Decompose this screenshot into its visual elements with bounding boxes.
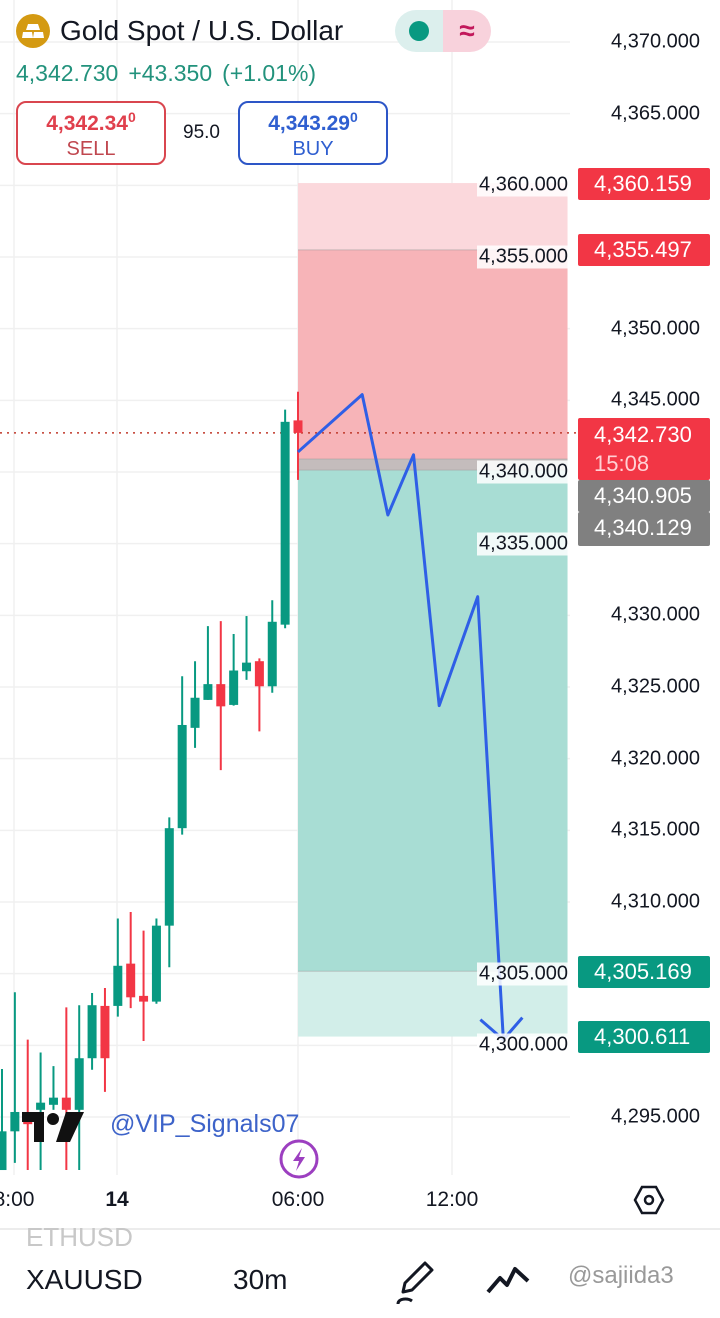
price-tag-target-2: 4,300.611 (578, 1021, 710, 1053)
candle-up (229, 670, 239, 705)
candle-up (242, 662, 252, 672)
time-label: 12:00 (425, 1188, 479, 1211)
candle-down (139, 995, 149, 1002)
price-axis-label: 4,310.000 (611, 890, 700, 913)
projection-arrow (297, 393, 505, 1040)
wave-icon[interactable]: ≈ (443, 10, 491, 52)
candle-up (203, 684, 213, 700)
symbol-header[interactable]: Gold Spot / U.S. Dollar (16, 14, 343, 48)
buy-price: 4,343.29 (268, 112, 350, 135)
dot-icon[interactable] (395, 10, 443, 52)
candle-up (74, 1058, 84, 1110)
watermark-handle: @VIP_Signals07 (110, 1110, 300, 1138)
price-chart[interactable] (0, 0, 720, 1180)
price-axis-label: 4,355.000 (477, 245, 570, 269)
price-axis-label: 4,335.000 (477, 532, 570, 556)
indicators-icon[interactable] (485, 1262, 531, 1298)
price-axis-label: 4,295.000 (611, 1105, 700, 1128)
price-tag-current: 4,342.730 15:08 (578, 418, 710, 480)
candle-up (280, 421, 290, 625)
candle-up (151, 925, 161, 1002)
price-change: +43.350 (128, 60, 213, 86)
pencil-draw-icon[interactable] (395, 1260, 437, 1306)
spread: 95.0 (183, 122, 220, 143)
tradingview-logo-icon (22, 1112, 84, 1142)
time-label-day: 14 (105, 1188, 129, 1211)
position-risk-zone (298, 249, 568, 460)
interval-selector[interactable]: 30m (233, 1264, 288, 1295)
price-axis-label: 4,365.000 (611, 102, 700, 125)
settings-hexagon-icon[interactable] (633, 1184, 665, 1216)
price-axis-label: 4,300.000 (477, 1033, 570, 1057)
price-axis-label: 4,360.000 (477, 173, 570, 197)
bar-countdown: 15:08 (594, 451, 650, 476)
candle-up (190, 697, 200, 728)
buy-price-sup: 0 (349, 109, 358, 125)
candle-up (87, 1005, 97, 1059)
credit-watermark: @sajiida3 (568, 1262, 674, 1289)
price-axis-label: 4,320.000 (611, 747, 700, 770)
candle-down (126, 963, 136, 998)
gold-bars-icon (16, 14, 50, 48)
price-tag-stop: 4,355.497 (578, 234, 710, 266)
price-tag-tp-upper: 4,360.159 (578, 168, 710, 200)
price-axis-label: 4,370.000 (611, 30, 700, 53)
previous-symbol[interactable]: ETHUSD (26, 1222, 133, 1252)
buy-button[interactable]: 4,343.290 BUY (238, 101, 388, 165)
chart-mode-toggle[interactable]: ≈ (395, 10, 491, 52)
sell-price: 4,342.34 (46, 112, 128, 135)
price-axis-label: 4,325.000 (611, 675, 700, 698)
price-tag-target-1: 4,305.169 (578, 956, 710, 988)
candle-up (10, 1111, 20, 1132)
symbol-selector[interactable]: XAUUSD (26, 1264, 143, 1295)
sell-price-sup: 0 (127, 109, 136, 125)
price-axis-label: 4,315.000 (611, 818, 700, 841)
candle-up (164, 828, 174, 926)
price-axis-label: 4,345.000 (611, 388, 700, 411)
candle-down (61, 1097, 71, 1110)
current-price: 4,342.730 (594, 422, 692, 447)
price-axis-label: 4,350.000 (611, 317, 700, 340)
divider (0, 1228, 720, 1230)
sell-label: SELL (66, 138, 116, 160)
time-label: 8:00 (0, 1188, 35, 1211)
price-tag-entry-a: 4,340.905 (578, 480, 710, 512)
price-axis-label: 4,305.000 (477, 962, 570, 986)
quote-line: 4,342.730 +43.350 (+1.01%) (16, 60, 326, 87)
candle-down (216, 684, 226, 707)
symbol-title: Gold Spot / U.S. Dollar (60, 15, 344, 46)
price-axis-label: 4,330.000 (611, 603, 700, 626)
candle-down (100, 1005, 110, 1059)
lightning-icon[interactable] (278, 1138, 320, 1180)
candle-up (0, 1131, 7, 1171)
position-entry-band (298, 459, 568, 471)
candle-up (48, 1097, 58, 1105)
sell-button[interactable]: 4,342.340 SELL (16, 101, 166, 165)
buy-label: BUY (292, 138, 334, 160)
time-label: 06:00 (271, 1188, 325, 1211)
candle-down (254, 661, 264, 687)
candle-up (36, 1102, 46, 1110)
candle-up (113, 965, 123, 1006)
price-tag-entry-b: 4,340.129 (578, 512, 710, 546)
candle-down (293, 420, 303, 433)
price-change-pct: (+1.01%) (222, 60, 317, 86)
price-axis-label: 4,340.000 (477, 460, 570, 484)
candle-up (177, 724, 187, 829)
candle-up (267, 621, 277, 687)
last-price: 4,342.730 (16, 60, 119, 86)
